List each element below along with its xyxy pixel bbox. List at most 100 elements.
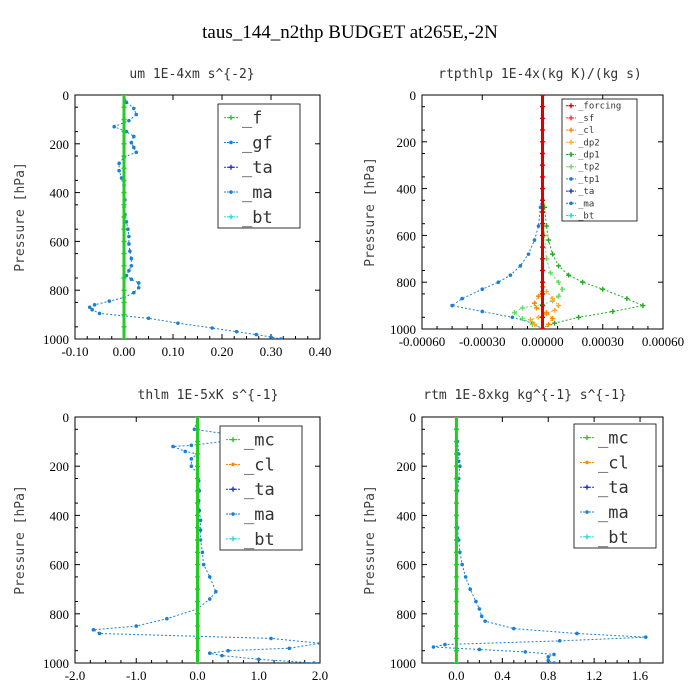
data-point: [453, 417, 459, 420]
data-point: [146, 316, 151, 321]
data-point: [540, 244, 545, 250]
data-point: [195, 512, 200, 518]
y-tick-label: 800: [50, 607, 70, 622]
data-point: [195, 562, 200, 568]
data-point: [195, 660, 200, 663]
data-point: [121, 251, 127, 257]
y-tick-label: 1000: [390, 656, 416, 671]
data-point: [453, 500, 459, 506]
data-point: [136, 285, 141, 290]
data-point: [195, 611, 200, 617]
panel-thlm: thlm 1E-5xK s^{-1} Pressure [hPa] -2.0 -1…: [13, 388, 328, 683]
data-point: [552, 320, 558, 326]
data-point: [544, 310, 550, 316]
data-point: [540, 104, 545, 110]
data-point: [453, 439, 459, 445]
data-point: [463, 575, 468, 579]
legend-label: _ta: [244, 480, 275, 500]
data-point: [511, 310, 517, 316]
x-tick-label: 0.00060: [642, 334, 684, 349]
legend-label: _bt: [578, 212, 594, 222]
panel-um: um 1E-4xm s^{-2} Pressure [hPa] -0.10 0.0…: [13, 67, 331, 359]
data-point: [453, 586, 459, 592]
legend-label: _forcing: [578, 102, 621, 112]
y-tick-label: 0: [63, 88, 70, 103]
data-point: [556, 293, 562, 299]
data-point: [566, 272, 572, 278]
data-point: [129, 256, 134, 261]
x-tick-label: 0.00: [113, 344, 136, 359]
data-point: [134, 112, 139, 117]
data-point: [189, 443, 194, 448]
data-point: [518, 264, 523, 268]
data-point: [127, 234, 131, 239]
data-point: [540, 186, 545, 192]
data-point: [210, 326, 214, 330]
data-point: [121, 95, 127, 98]
data-point: [127, 118, 131, 123]
data-point: [552, 661, 556, 663]
legend-marker: [568, 115, 574, 121]
data-point: [183, 449, 188, 454]
data-point: [474, 599, 478, 604]
data-point: [480, 287, 485, 292]
y-tick-label: 1000: [390, 322, 416, 337]
x-tick-label: -0.00060: [399, 334, 446, 349]
data-point: [453, 623, 459, 629]
legend-label: _ta: [598, 478, 629, 498]
data-point: [121, 190, 127, 196]
data-point: [195, 451, 200, 457]
figure-title: taus_144_n2thp BUDGET at265E,-2N: [202, 22, 498, 43]
legend-label: _ma: [242, 183, 273, 203]
y-tick-label: 1000: [43, 332, 69, 347]
panel-title: rtm 1E-8xkg kg^{-1} s^{-1}: [423, 388, 627, 403]
data-point: [453, 611, 459, 617]
data-point: [121, 177, 127, 183]
data-point: [532, 238, 537, 242]
data-point: [256, 657, 261, 662]
legend-label: _ma: [578, 199, 594, 209]
data-point: [165, 616, 169, 621]
x-tick-label: 0.20: [211, 344, 234, 359]
legend-label: _dp2: [578, 138, 600, 148]
legend-marker: [228, 115, 234, 121]
legend-label: _tp1: [578, 175, 600, 185]
data-point: [195, 635, 200, 641]
legend-marker: [584, 435, 590, 441]
data-point: [552, 307, 558, 313]
legend-marker: [568, 188, 574, 194]
y-tick-label: 0: [63, 410, 70, 425]
y-tick-label: 0: [410, 410, 417, 425]
data-point: [195, 574, 200, 580]
data-point: [510, 315, 515, 320]
data-point: [540, 115, 545, 121]
data-point: [540, 174, 545, 180]
data-point: [214, 589, 218, 594]
data-point: [540, 291, 545, 297]
y-tick-label: 600: [397, 228, 417, 243]
data-point: [127, 268, 131, 273]
data-point: [132, 145, 136, 150]
data-point: [318, 641, 320, 646]
data-point: [134, 150, 139, 155]
data-point: [540, 268, 545, 273]
data-point: [453, 660, 459, 663]
legend-marker: [585, 510, 589, 514]
data-point: [540, 232, 545, 238]
data-point: [136, 281, 141, 285]
x-tick-label: 0.8: [540, 668, 556, 683]
y-tick-label: 400: [50, 508, 70, 523]
data-point: [119, 176, 124, 180]
y-tick-label: 400: [397, 508, 417, 523]
legend-label: _cl: [578, 126, 594, 136]
y-tick-label: 800: [50, 283, 70, 298]
data-point: [91, 627, 96, 632]
legend-label: _bt: [244, 530, 275, 550]
legend-marker: [230, 536, 236, 542]
x-tick-label: 0.4: [494, 668, 511, 683]
data-point: [640, 303, 646, 309]
data-point: [540, 197, 545, 203]
data-point: [540, 326, 545, 329]
legend-label: _mc: [598, 429, 629, 449]
